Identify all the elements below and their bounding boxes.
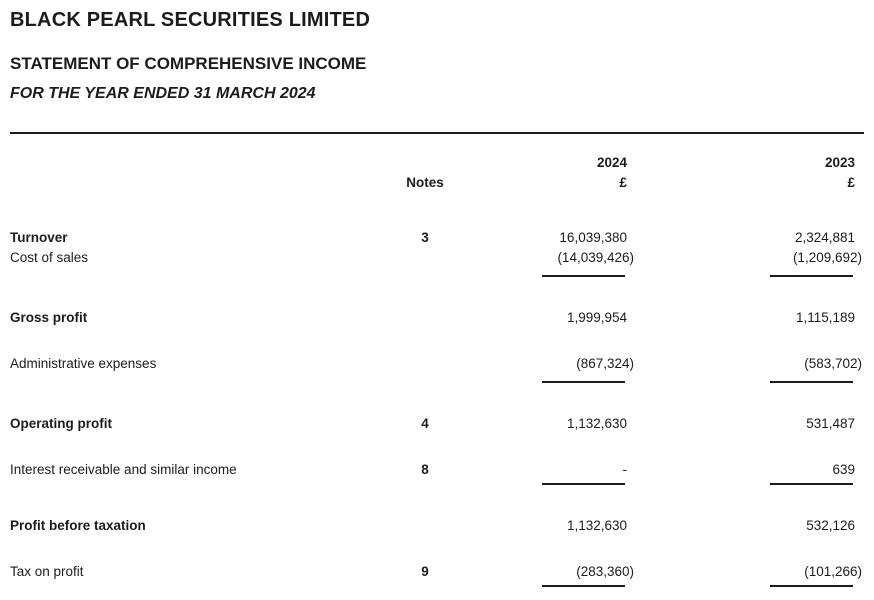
note-reference: 9 bbox=[385, 563, 465, 581]
subtotal-rule bbox=[10, 381, 864, 399]
value-2023: (1,209,692) bbox=[627, 249, 862, 267]
value-2024: 1,132,630 bbox=[465, 415, 627, 433]
rule-cell bbox=[465, 275, 627, 293]
value-2024: 1,999,954 bbox=[465, 309, 627, 327]
row-label: Cost of sales bbox=[10, 249, 385, 267]
statement-title: STATEMENT OF COMPREHENSIVE INCOME bbox=[10, 54, 367, 73]
rule-cell bbox=[627, 275, 855, 293]
rule-cell bbox=[465, 585, 627, 600]
subtotal-rule bbox=[10, 275, 864, 293]
value-2024: 16,039,380 bbox=[465, 229, 627, 247]
row-label-text: Administrative expenses bbox=[10, 356, 157, 371]
row-label-text: Interest receivable and similar income bbox=[10, 462, 237, 477]
value-2023: (583,702) bbox=[627, 355, 862, 373]
row-label-text: Operating profit bbox=[10, 416, 112, 431]
value-2024-text: (867,324) bbox=[576, 356, 634, 371]
currency-symbol-2023: £ bbox=[847, 175, 855, 190]
column-header-2023: 2023 bbox=[824, 155, 855, 170]
value-2024-text: 16,039,380 bbox=[559, 230, 627, 245]
currency-symbol-2024: £ bbox=[619, 175, 627, 190]
statement-table-body: Turnover 3 16,039,380 2,324,881 Cost of sale… bbox=[10, 229, 864, 600]
value-2024: (283,360) bbox=[465, 563, 634, 581]
value-2023-text: 532,126 bbox=[806, 518, 855, 533]
note-reference: 4 bbox=[385, 415, 465, 433]
row-label-text: Profit before taxation bbox=[10, 518, 146, 533]
value-2023: 639 bbox=[627, 461, 855, 479]
underline-rule bbox=[770, 381, 853, 383]
row-label-text: Gross profit bbox=[10, 310, 88, 325]
subtotal-rule bbox=[10, 585, 864, 600]
value-2023: 2,324,881 bbox=[627, 229, 855, 247]
value-2023: (101,266) bbox=[627, 563, 862, 581]
value-2023-text: (101,266) bbox=[804, 564, 862, 579]
value-2023-text: 1,115,189 bbox=[795, 310, 855, 325]
rule-cell bbox=[627, 483, 855, 501]
column-header-notes: Notes bbox=[406, 175, 444, 190]
value-2024: - bbox=[465, 461, 628, 479]
rule-cell bbox=[627, 585, 855, 600]
value-2024-text: 1,999,954 bbox=[566, 310, 627, 325]
row-label: Tax on profit bbox=[10, 563, 385, 581]
row-label-text: Cost of sales bbox=[10, 250, 89, 265]
note-reference: 8 bbox=[385, 461, 465, 479]
header-divider bbox=[10, 132, 864, 134]
value-2023-text: (583,702) bbox=[804, 356, 862, 371]
underline-rule bbox=[542, 483, 625, 485]
value-2024-text: - bbox=[622, 462, 628, 477]
underline-rule bbox=[542, 381, 625, 383]
period-subtitle: FOR THE YEAR ENDED 31 MARCH 2024 bbox=[10, 85, 316, 102]
note-reference-text: 9 bbox=[421, 564, 429, 579]
table-row: Interest receivable and similar income 8 -… bbox=[10, 461, 864, 479]
rule-cell bbox=[627, 381, 855, 399]
column-header-2024: 2024 bbox=[596, 155, 627, 170]
table-row: Operating profit 4 1,132,630 531,487 bbox=[10, 415, 864, 433]
value-2024-text: (283,360) bbox=[576, 564, 634, 579]
column-header-units: Notes £ £ bbox=[10, 174, 864, 191]
value-2023-text: 531,487 bbox=[806, 416, 855, 431]
value-2024-text: 1,132,630 bbox=[566, 518, 627, 533]
row-label: Operating profit bbox=[10, 415, 385, 433]
table-row: Tax on profit 9 (283,360) (101,266) bbox=[10, 563, 864, 581]
row-label: Turnover bbox=[10, 229, 385, 247]
row-label: Gross profit bbox=[10, 309, 385, 327]
value-2023: 531,487 bbox=[627, 415, 855, 433]
underline-rule bbox=[770, 275, 853, 277]
row-label: Administrative expenses bbox=[10, 355, 385, 373]
underline-rule bbox=[770, 585, 853, 587]
note-reference-text: 4 bbox=[421, 416, 429, 431]
value-2023-text: 2,324,881 bbox=[794, 230, 855, 245]
table-row: Cost of sales (14,039,426) (1,209,692) bbox=[10, 249, 864, 267]
row-label-text: Turnover bbox=[10, 230, 68, 245]
table-row: Gross profit 1,999,954 1,115,189 bbox=[10, 309, 864, 327]
table-row: Administrative expenses (867,324) (583,702… bbox=[10, 355, 864, 373]
value-2023-text: (1,209,692) bbox=[792, 250, 862, 265]
subtotal-rule bbox=[10, 483, 864, 501]
note-reference-text: 8 bbox=[421, 462, 429, 477]
table-row: Profit before taxation 1,132,630 532,126 bbox=[10, 517, 864, 535]
value-2024: (867,324) bbox=[465, 355, 634, 373]
underline-rule bbox=[542, 275, 625, 277]
row-label-text: Tax on profit bbox=[10, 564, 84, 579]
value-2023: 532,126 bbox=[627, 517, 855, 535]
rule-cell bbox=[465, 483, 627, 501]
column-header-years: 2024 2023 bbox=[10, 154, 864, 171]
note-reference: 3 bbox=[385, 229, 465, 247]
row-label: Interest receivable and similar income bbox=[10, 461, 385, 479]
value-2024-text: 1,132,630 bbox=[566, 416, 627, 431]
value-2024-text: (14,039,426) bbox=[557, 250, 634, 265]
value-2023-text: 639 bbox=[832, 462, 855, 477]
table-row: Turnover 3 16,039,380 2,324,881 bbox=[10, 229, 864, 247]
value-2024: 1,132,630 bbox=[465, 517, 627, 535]
value-2024: (14,039,426) bbox=[465, 249, 634, 267]
rule-cell bbox=[465, 381, 627, 399]
note-reference-text: 3 bbox=[421, 230, 429, 245]
value-2023: 1,115,189 bbox=[627, 309, 855, 327]
underline-rule bbox=[542, 585, 625, 587]
company-name: BLACK PEARL SECURITIES LIMITED bbox=[10, 9, 371, 31]
underline-rule bbox=[770, 483, 853, 485]
row-label: Profit before taxation bbox=[10, 517, 385, 535]
